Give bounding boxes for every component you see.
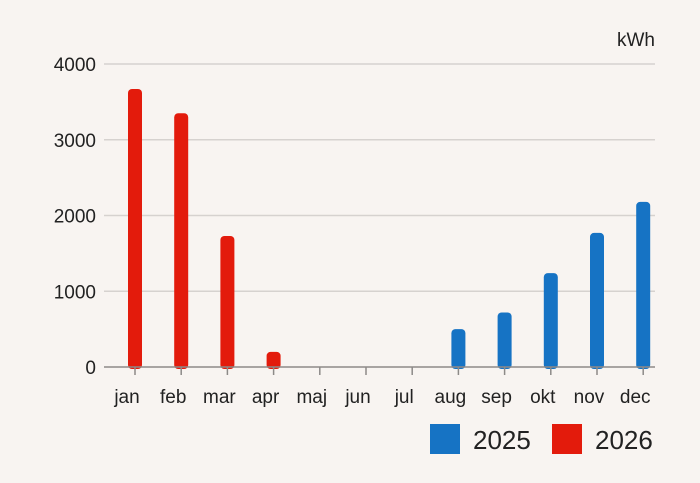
x-axis-ticks: jan feb mar apr maj jun jul aug sep okt nov dec [113,367,651,408]
gridlines [104,63,655,292]
unit-label: kWh [617,30,655,51]
bar-2026-jan [128,88,142,369]
bar-2026-feb [174,113,189,369]
bar-2026-mar [220,235,235,369]
legend-swatch-2025 [430,424,460,454]
bar-2025-dec [636,201,651,369]
x-tick-label-dec: dec [620,387,651,408]
x-tick-label-jul: jul [394,387,414,408]
x-tick-label-feb: feb [160,387,186,408]
bar-2025-nov [590,232,604,369]
y-tick-label: 0 [85,358,96,379]
legend-label-2025: 2025 [473,425,531,455]
y-tick-label: 2000 [54,207,96,228]
bars [128,88,651,369]
x-tick-label-jan: jan [113,387,139,408]
x-tick-label-sep: sep [481,387,512,408]
y-tick-label: 4000 [54,55,96,76]
x-tick-label-apr: apr [252,387,280,408]
x-tick-label-jun: jun [344,387,370,408]
x-tick-label-aug: aug [435,387,467,408]
bar-2025-okt [543,273,558,369]
y-tick-label: 1000 [54,282,96,303]
y-axis-ticks: 0 1000 2000 3000 4000 [54,55,96,379]
y-tick-label: 3000 [54,131,96,152]
x-tick-label-nov: nov [574,387,605,408]
legend-label-2026: 2026 [595,425,653,455]
x-tick-label-mar: mar [203,387,236,408]
bar-2025-aug [451,329,466,369]
legend-swatch-2026 [552,424,582,454]
x-tick-label-okt: okt [530,387,556,408]
bar-2026-apr [266,351,281,369]
bar-2025-sep [497,312,512,369]
legend: 2025 2026 [430,424,653,455]
x-tick-label-maj: maj [296,387,327,408]
